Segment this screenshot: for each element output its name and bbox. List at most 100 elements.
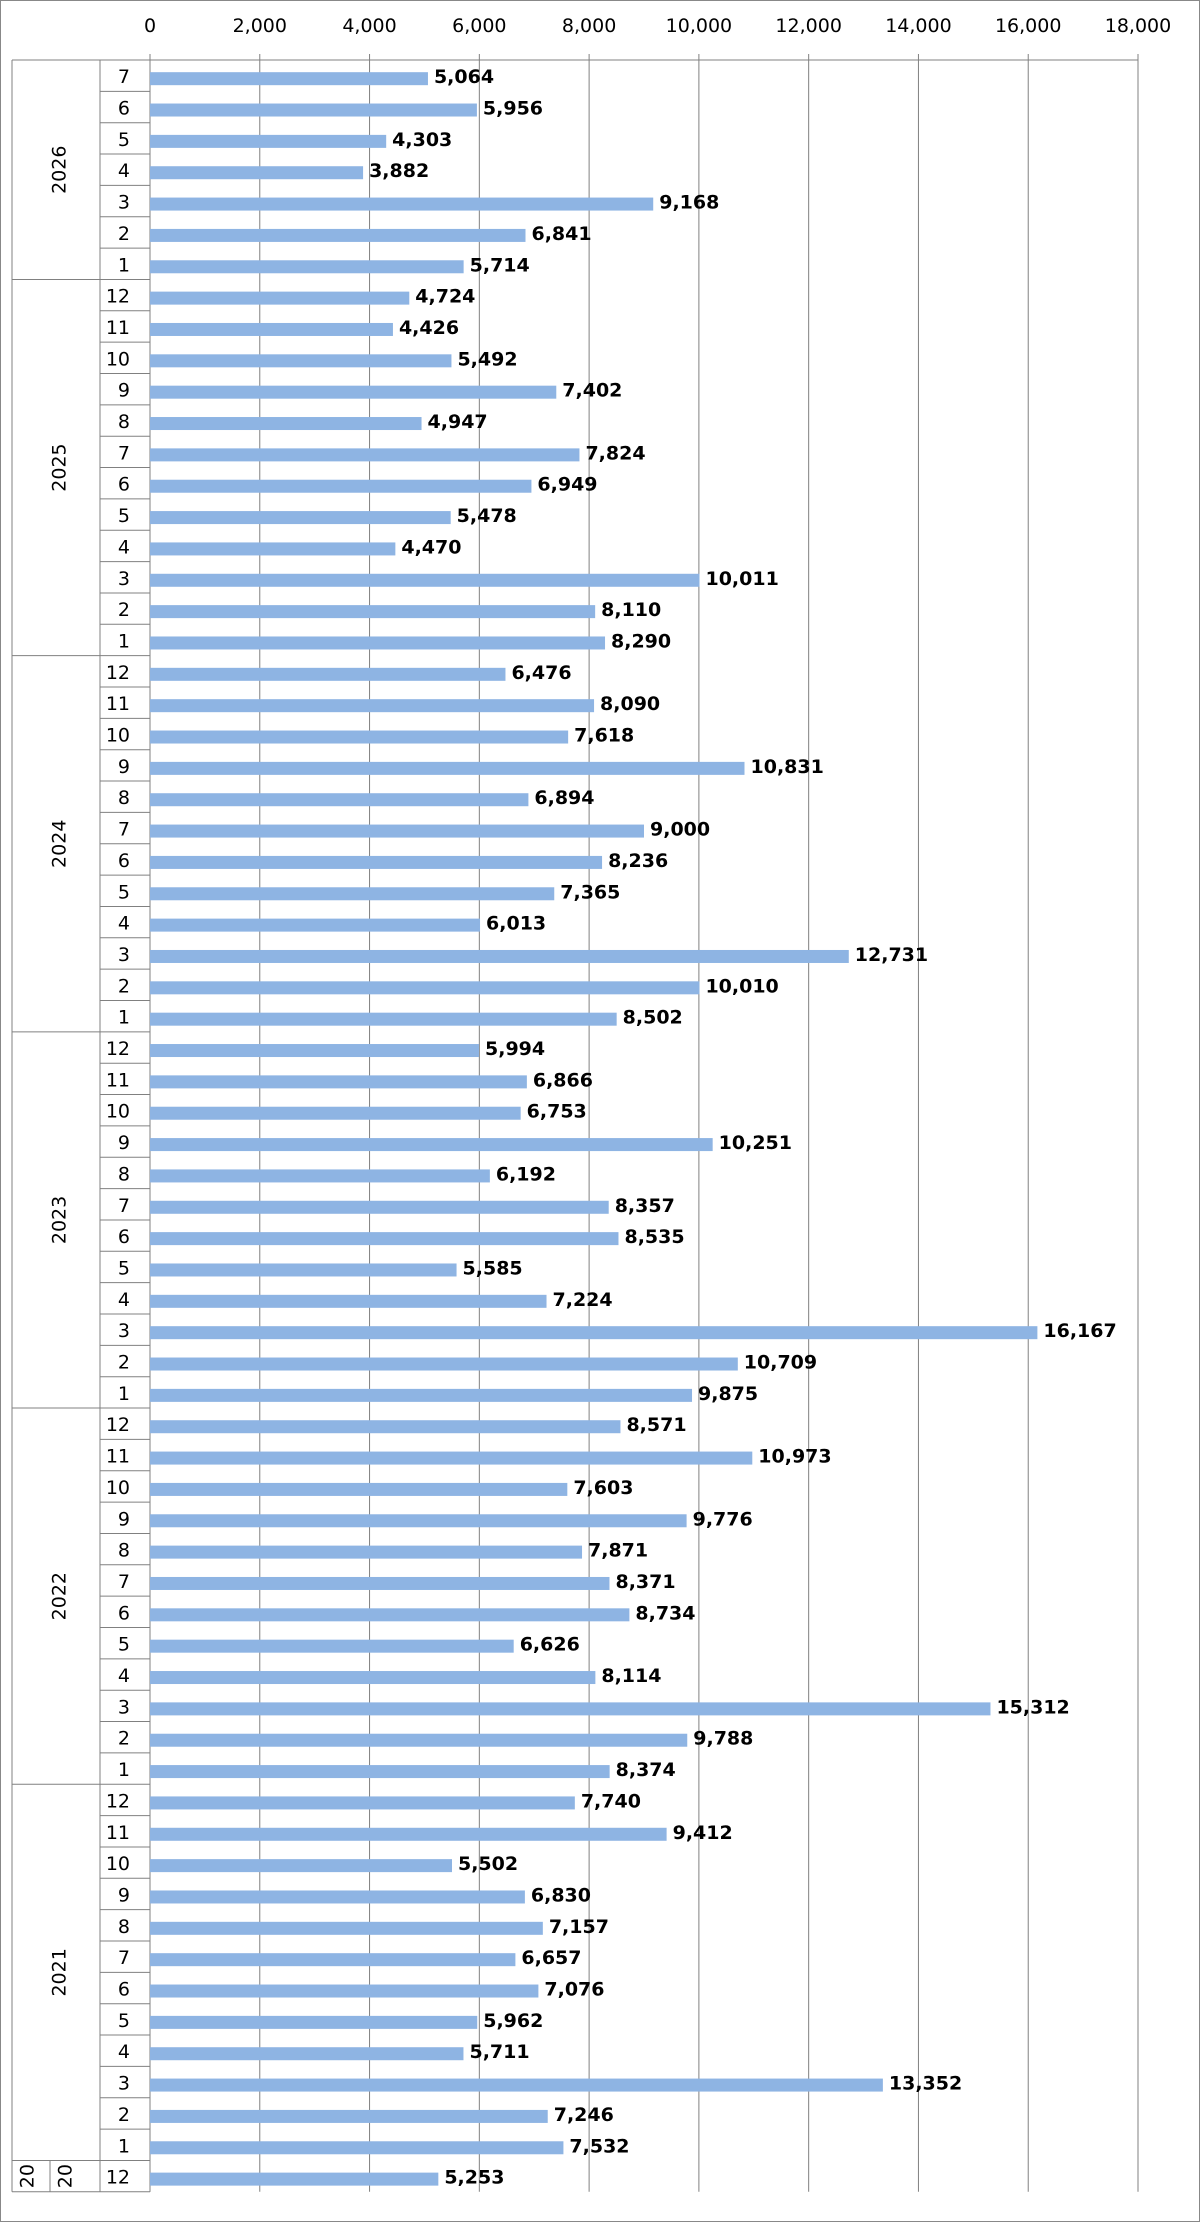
data-bar (150, 228, 526, 242)
data-label: 10,709 (744, 1352, 817, 1374)
data-bar (150, 1796, 575, 1810)
month-label: 2 (118, 1352, 130, 1374)
year-label: 2022 (49, 1572, 71, 1620)
data-label: 4,947 (428, 411, 488, 433)
data-label: 10,010 (705, 975, 778, 997)
data-bar (150, 1859, 452, 1873)
data-bar (150, 354, 452, 368)
data-bar (150, 322, 393, 336)
data-label: 5,064 (434, 66, 494, 88)
data-label: 15,312 (996, 1696, 1069, 1718)
month-label: 5 (118, 2010, 130, 2032)
month-label: 7 (118, 1947, 130, 1969)
data-bar (150, 573, 700, 587)
data-bar (150, 2109, 548, 2123)
year-label: 2023 (49, 1196, 71, 1244)
data-label: 5,956 (483, 98, 543, 120)
month-label: 5 (118, 1634, 130, 1656)
month-label: 3 (118, 944, 130, 966)
data-bar (150, 1984, 539, 1998)
data-bar (150, 887, 555, 901)
data-bar (150, 981, 700, 995)
data-label: 5,585 (463, 1257, 523, 1279)
data-bar (150, 1733, 688, 1747)
month-label: 11 (106, 1822, 130, 1844)
data-label: 3,882 (369, 160, 429, 182)
data-bar (150, 103, 477, 117)
month-label: 3 (118, 1320, 130, 1342)
x-tick-label: 10,000 (666, 15, 732, 37)
data-label: 9,168 (659, 192, 719, 214)
data-label: 8,110 (601, 599, 661, 621)
data-label: 5,994 (485, 1038, 545, 1060)
month-label: 4 (118, 1289, 130, 1311)
data-label: 6,949 (537, 474, 597, 496)
year-label: 20 (17, 2164, 39, 2188)
month-label: 3 (118, 1696, 130, 1718)
month-label: 1 (118, 1759, 130, 1781)
data-bar (150, 1514, 687, 1528)
month-label: 2 (118, 1728, 130, 1750)
month-label: 1 (118, 1007, 130, 1029)
year-label: 2021 (49, 1948, 71, 1996)
data-bar (150, 2172, 439, 2186)
data-label: 7,603 (573, 1477, 633, 1499)
month-label: 4 (118, 536, 130, 558)
month-label: 8 (118, 411, 130, 433)
month-label: 7 (118, 442, 130, 464)
data-bar (150, 166, 364, 180)
data-label: 8,357 (615, 1195, 675, 1217)
data-label: 8,371 (615, 1571, 675, 1593)
data-bar (150, 824, 644, 838)
data-bar (150, 1953, 516, 1967)
data-bar (150, 1671, 596, 1685)
month-label: 1 (118, 630, 130, 652)
data-bar (150, 1827, 667, 1841)
data-bar (150, 667, 506, 681)
data-bar (150, 1200, 609, 1214)
data-label: 8,535 (624, 1226, 684, 1248)
month-label: 10 (106, 725, 130, 747)
data-label: 9,412 (673, 1822, 733, 1844)
month-label: 9 (118, 1508, 130, 1530)
data-bar (150, 2015, 478, 2029)
month-label: 10 (106, 348, 130, 370)
month-label: 9 (118, 756, 130, 778)
month-label: 10 (106, 1101, 130, 1123)
month-label: 7 (118, 66, 130, 88)
data-bar (150, 1138, 713, 1152)
data-label: 8,290 (611, 630, 671, 652)
month-label: 2 (118, 2104, 130, 2126)
data-label: 7,076 (544, 1979, 604, 2001)
data-bar (150, 134, 387, 148)
month-label: 4 (118, 913, 130, 935)
month-label: 6 (118, 98, 130, 120)
data-label: 8,734 (635, 1602, 695, 1624)
data-label: 6,830 (531, 1884, 591, 1906)
x-tick-label: 14,000 (885, 15, 951, 37)
month-label: 8 (118, 1540, 130, 1562)
data-bar (150, 1702, 991, 1716)
data-bar (150, 761, 745, 775)
data-bar (150, 291, 410, 305)
data-bar (150, 1451, 753, 1465)
data-bar (150, 417, 422, 431)
data-label: 8,502 (623, 1007, 683, 1029)
data-bar (150, 2078, 883, 2092)
data-label: 8,374 (616, 1759, 676, 1781)
month-label: 4 (118, 1665, 130, 1687)
month-label: 2 (118, 223, 130, 245)
data-label: 6,657 (521, 1947, 581, 1969)
data-label: 5,492 (457, 348, 517, 370)
x-tick-label: 8,000 (562, 15, 616, 37)
data-bar (150, 385, 557, 399)
data-bar (150, 1232, 619, 1246)
data-bar (150, 605, 596, 619)
month-label: 6 (118, 474, 130, 496)
data-label: 6,753 (527, 1101, 587, 1123)
data-label: 5,962 (483, 2010, 543, 2032)
x-tick-label: 2,000 (233, 15, 287, 37)
data-bar (150, 448, 580, 462)
data-bar (150, 1765, 610, 1779)
